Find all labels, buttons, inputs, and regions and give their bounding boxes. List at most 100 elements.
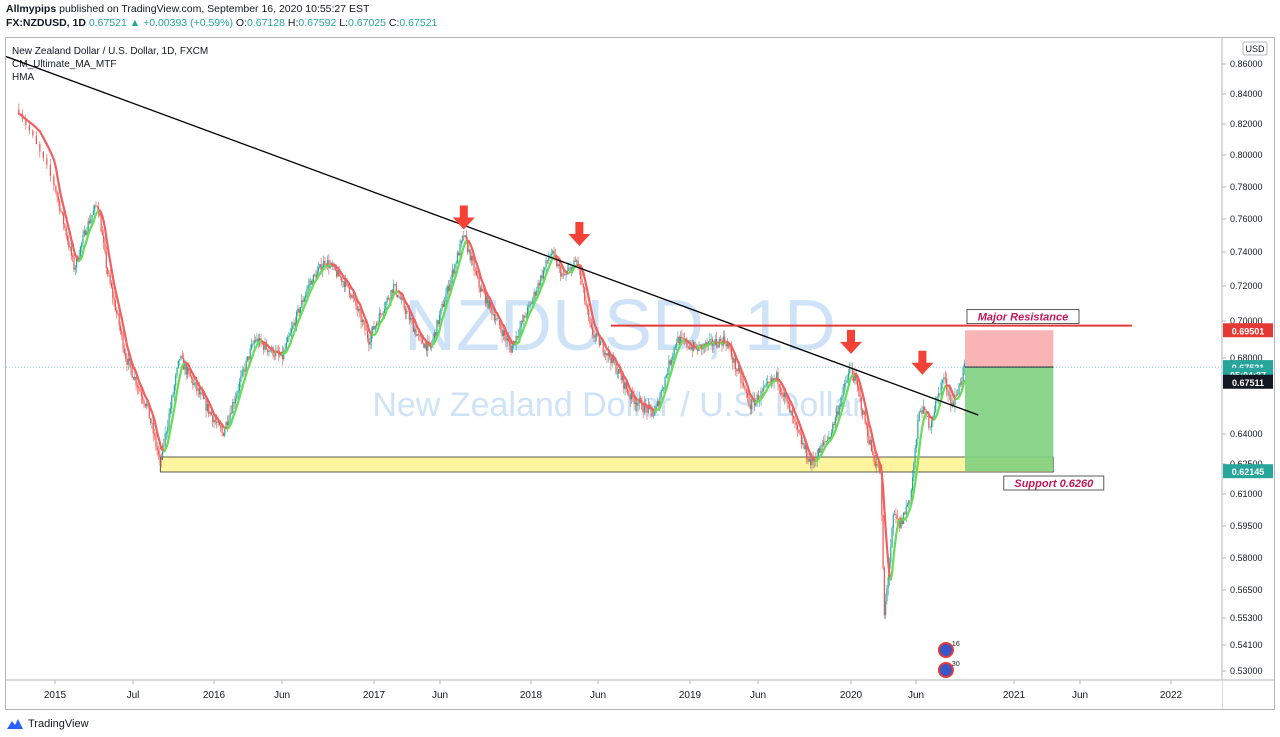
candle-body xyxy=(536,290,538,296)
candle-body xyxy=(210,412,212,416)
ma-segment xyxy=(894,527,899,539)
price-label-tag xyxy=(1223,464,1273,479)
support-box[interactable] xyxy=(1003,475,1105,491)
candle-body xyxy=(240,376,242,382)
ma-segment xyxy=(103,226,108,238)
candle-body xyxy=(521,321,524,323)
candle-body xyxy=(268,350,270,353)
candle-body xyxy=(363,320,365,322)
candle-body xyxy=(854,374,856,382)
candle-body xyxy=(35,135,37,145)
price-chart[interactable]: NZDUSD, 1D New Zealand Dollar / U.S. Dol… xyxy=(5,38,1274,709)
candle-body xyxy=(846,379,848,383)
candle-body xyxy=(895,513,897,515)
ma-segment xyxy=(912,482,917,493)
candle-body xyxy=(114,300,116,311)
candle-body xyxy=(193,383,195,386)
candle-body xyxy=(667,373,669,375)
candle-body xyxy=(828,437,830,440)
candle-body xyxy=(400,297,403,300)
candle-body xyxy=(574,260,576,262)
candle-body xyxy=(201,392,203,395)
candle-body xyxy=(959,383,962,385)
y-tick-label: 0.68000 xyxy=(1230,353,1263,363)
candle-body xyxy=(807,458,809,462)
candle-body xyxy=(147,403,149,406)
candle-body xyxy=(335,270,338,277)
candle-body xyxy=(516,336,518,338)
ma-segment xyxy=(586,289,590,299)
candle-body xyxy=(233,402,235,404)
candle-body xyxy=(919,410,922,412)
candle-body xyxy=(212,415,214,423)
y-tick-label: 0.56500 xyxy=(1230,585,1263,595)
candle-body xyxy=(306,289,308,295)
x-tick-label: Jun xyxy=(750,690,766,701)
candle-body xyxy=(937,393,940,397)
candle-body xyxy=(511,345,513,353)
candle-body xyxy=(88,221,91,224)
candle-body xyxy=(933,411,935,417)
candle-body xyxy=(442,303,445,307)
candle-body xyxy=(126,358,128,365)
candle-body xyxy=(768,382,770,383)
candle-body xyxy=(412,320,414,332)
candle-body xyxy=(865,422,867,425)
candle-body xyxy=(213,419,215,423)
candle-body xyxy=(461,235,464,241)
candle-body xyxy=(440,308,442,315)
candle-body xyxy=(341,277,343,283)
candle-body xyxy=(786,398,788,402)
legend-indicator-hma[interactable]: HMA xyxy=(12,72,35,83)
ma-segment xyxy=(109,260,113,270)
candle-body xyxy=(428,341,430,343)
candle-body xyxy=(783,393,786,397)
candle-body xyxy=(725,341,727,347)
candle-body xyxy=(415,328,417,336)
legend-indicator-ma[interactable]: CM_Ultimate_MA_MTF xyxy=(12,59,116,70)
candle-body xyxy=(55,185,57,193)
candle-body xyxy=(221,428,223,433)
candle-body xyxy=(849,367,851,374)
candle-body xyxy=(823,441,825,446)
target-zone[interactable] xyxy=(965,367,1054,472)
candle-body xyxy=(56,192,58,197)
candle-body xyxy=(896,514,898,519)
support-zone[interactable] xyxy=(159,456,1054,473)
candle-body xyxy=(230,412,233,414)
candle-body xyxy=(284,349,286,351)
candle-body xyxy=(177,360,179,368)
candle-body xyxy=(404,308,407,314)
ma-segment xyxy=(865,409,869,418)
candle-body xyxy=(636,402,638,406)
candle-body xyxy=(150,418,152,424)
chart-container[interactable]: NZDUSD, 1D New Zealand Dollar / U.S. Dol… xyxy=(5,37,1275,710)
time-axis[interactable] xyxy=(6,680,1222,709)
major-resistance-box[interactable] xyxy=(966,309,1080,325)
candle-body xyxy=(672,355,674,360)
candle-body xyxy=(856,380,859,387)
candle-body xyxy=(436,320,438,336)
down-arrow-icon xyxy=(568,222,591,246)
candle-body xyxy=(463,235,465,237)
event-flag-icon[interactable] xyxy=(937,642,954,658)
candle-body xyxy=(328,260,330,268)
event-flag-icon[interactable] xyxy=(937,662,954,678)
major-resistance-label: Major Resistance xyxy=(978,312,1068,324)
candle-body xyxy=(394,284,396,285)
author-name[interactable]: Allmypips xyxy=(6,3,57,15)
candle-body xyxy=(113,297,115,301)
candle-body xyxy=(351,295,353,298)
currency-badge[interactable] xyxy=(1242,41,1268,56)
candle-body xyxy=(917,420,919,440)
ma-segment xyxy=(590,309,594,318)
trendline[interactable] xyxy=(5,55,979,416)
tradingview-brand[interactable]: TradingView xyxy=(28,718,89,730)
stop-zone[interactable] xyxy=(965,330,1054,368)
candle-body xyxy=(122,334,124,349)
candle-body xyxy=(81,242,83,247)
candle-body xyxy=(839,404,842,407)
candle-body xyxy=(397,294,399,298)
candle-body xyxy=(416,334,418,336)
candle-body xyxy=(383,308,386,313)
